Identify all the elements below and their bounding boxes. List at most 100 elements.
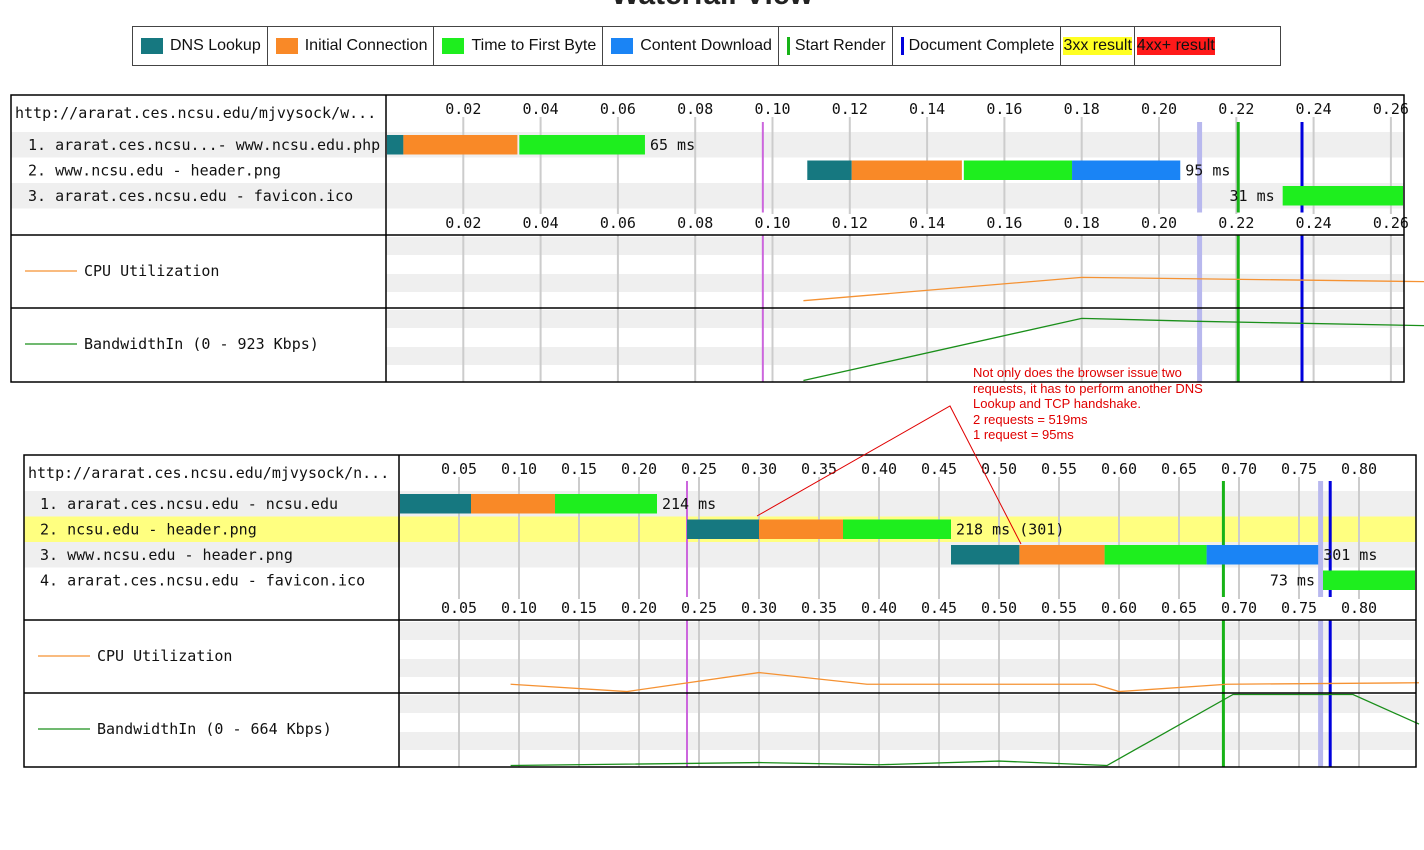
waterfall-frame xyxy=(23,454,1417,768)
legend-connect: Initial Connection xyxy=(268,27,435,65)
tick-label-top: 0.60 xyxy=(1101,460,1137,478)
tick-label-top: 0.05 xyxy=(441,460,477,478)
legend-3xx-label: 3xx result xyxy=(1063,37,1132,55)
tick-label-top: 0.04 xyxy=(523,100,559,118)
connect-bar xyxy=(851,160,962,180)
tick-label-bottom: 0.08 xyxy=(677,214,713,232)
tick-label-bottom: 0.50 xyxy=(981,599,1017,617)
connect-swatch xyxy=(275,38,298,54)
dns-swatch xyxy=(141,38,163,54)
tick-label-top: 0.45 xyxy=(921,460,957,478)
annotation-line-2: requests, it has to perform another DNS xyxy=(973,380,1203,396)
tick-label-bottom: 0.60 xyxy=(1101,599,1137,617)
request-label: 3. ararat.ces.ncsu.edu - favicon.ico xyxy=(28,187,353,205)
request-label: 2. ncsu.edu - header.png xyxy=(40,521,257,539)
annotation-line-3: Lookup and TCP handshake. xyxy=(973,396,1141,411)
tick-label-bottom: 0.40 xyxy=(861,599,897,617)
tick-label-top: 0.26 xyxy=(1373,100,1409,118)
request-label: 4. ararat.ces.ncsu.edu - favicon.ico xyxy=(40,572,365,590)
download-bar xyxy=(1206,545,1319,565)
tick-label-bottom: 0.18 xyxy=(1064,214,1100,232)
download-swatch xyxy=(611,38,634,54)
dns-bar xyxy=(807,160,852,180)
graph-stripe xyxy=(386,237,1404,255)
legend-dns: DNS Lookup xyxy=(133,27,268,65)
connect-bar xyxy=(471,494,555,514)
row-stripe xyxy=(11,183,1404,209)
tick-label-bottom: 0.05 xyxy=(441,599,477,617)
tick-label-bottom: 0.65 xyxy=(1161,599,1197,617)
graph-stripe xyxy=(399,622,1416,640)
request-time-label: 301 ms xyxy=(1323,546,1377,564)
tick-label-bottom: 0.12 xyxy=(832,214,868,232)
tick-label-bottom: 0.10 xyxy=(501,599,537,617)
tick-label-top: 0.14 xyxy=(909,100,945,118)
request-time-label: 65 ms xyxy=(650,136,695,154)
tick-label-bottom: 0.25 xyxy=(681,599,717,617)
connect-bar xyxy=(403,135,518,155)
legend-download-label: Content Download xyxy=(640,37,772,54)
tick-label-top: 0.02 xyxy=(445,100,481,118)
legend-doc-complete-label: Document Complete xyxy=(908,37,1055,54)
request-label: 1. ararat.ces.ncsu.edu - ncsu.edu xyxy=(40,495,338,513)
tick-label-top: 0.24 xyxy=(1296,100,1332,118)
legend-dns-label: DNS Lookup xyxy=(170,37,261,54)
connect-bar xyxy=(759,519,843,539)
graph-stripe xyxy=(399,732,1416,750)
connect-bar xyxy=(1019,545,1105,565)
request-time-label: 214 ms xyxy=(662,495,716,513)
page-title: Waterfall View xyxy=(0,0,1424,12)
request-label: 2. www.ncsu.edu - header.png xyxy=(28,162,281,180)
ttfb-bar xyxy=(1104,545,1207,565)
tick-label-top: 0.18 xyxy=(1064,100,1100,118)
legend-3xx: 3xx result xyxy=(1061,27,1135,65)
tick-label-bottom: 0.06 xyxy=(600,214,636,232)
ttfb-bar xyxy=(1323,570,1415,590)
cpu-utilization-line xyxy=(803,276,1424,302)
legend-doc-complete: Document Complete xyxy=(893,27,1062,65)
request-time-label: 73 ms xyxy=(1270,572,1315,590)
tick-label-bottom: 0.22 xyxy=(1218,214,1254,232)
tick-label-bottom: 0.35 xyxy=(801,599,837,617)
legend-ttfb-label: Time to First Byte xyxy=(471,37,597,54)
tick-label-top: 0.15 xyxy=(561,460,597,478)
tick-label-bottom: 0.55 xyxy=(1041,599,1077,617)
tick-label-top: 0.06 xyxy=(600,100,636,118)
annotation-line-4: 2 requests = 519ms xyxy=(973,411,1088,427)
dns-bar xyxy=(387,135,404,155)
graph-stripe xyxy=(386,347,1404,365)
start-render-line xyxy=(786,37,790,55)
graph-stripe xyxy=(386,310,1404,328)
ttfb-bar xyxy=(963,160,1073,180)
ttfb-bar xyxy=(1282,186,1403,206)
ttfb-swatch xyxy=(442,38,465,54)
tick-label-top: 0.20 xyxy=(621,460,657,478)
tick-label-bottom: 0.24 xyxy=(1296,214,1332,232)
legend: DNS Lookup Initial Connection Time to Fi… xyxy=(132,26,1281,66)
dns-bar xyxy=(951,545,1020,565)
legend-connect-label: Initial Connection xyxy=(304,37,428,54)
tick-label-bottom: 0.10 xyxy=(754,214,790,232)
tick-label-bottom: 0.70 xyxy=(1221,599,1257,617)
request-time-label: 31 ms xyxy=(1230,187,1275,205)
tick-label-bottom: 0.20 xyxy=(1141,214,1177,232)
tick-label-top: 0.10 xyxy=(501,460,537,478)
tick-label-top: 0.25 xyxy=(681,460,717,478)
tick-label-top: 0.30 xyxy=(741,460,777,478)
legend-4xx: 4xx+ result xyxy=(1135,27,1217,65)
tick-label-bottom: 0.20 xyxy=(621,599,657,617)
tick-label-bottom: 0.45 xyxy=(921,599,957,617)
tick-label-bottom: 0.16 xyxy=(986,214,1022,232)
bandwidth-line xyxy=(803,317,1424,382)
legend-start-render-label: Start Render xyxy=(794,37,886,54)
bandwidth-label: BandwidthIn (0 - 923 Kbps) xyxy=(84,335,319,353)
request-label: 3. www.ncsu.edu - header.png xyxy=(40,546,293,564)
legend-start-render: Start Render xyxy=(779,27,893,65)
tick-label-bottom: 0.02 xyxy=(445,214,481,232)
download-bar xyxy=(1072,160,1181,180)
cpu-utilization-label: CPU Utilization xyxy=(84,262,219,280)
tick-label-bottom: 0.14 xyxy=(909,214,945,232)
ttfb-bar xyxy=(519,135,645,155)
graph-stripe xyxy=(399,695,1416,713)
